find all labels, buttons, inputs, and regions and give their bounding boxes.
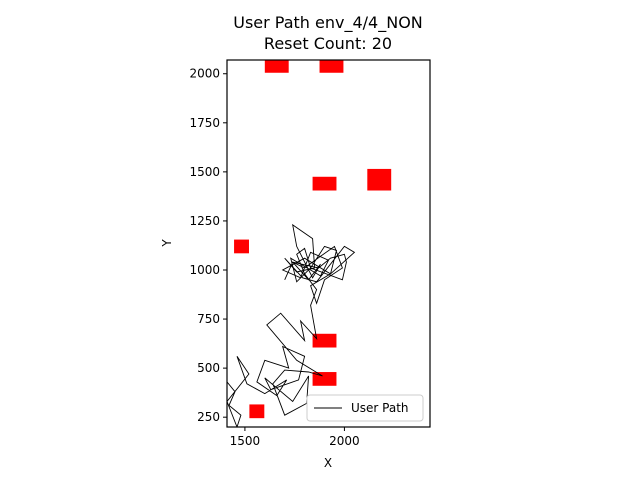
y-tick-label: 1500 xyxy=(189,165,220,179)
y-axis: 250 500 750 1000 1250 1500 1750 2000 xyxy=(189,67,227,424)
obstacle-6 xyxy=(312,333,337,348)
y-axis-label: Y xyxy=(160,239,174,248)
chart-title-line1: User Path env_4/4_NON xyxy=(233,13,423,33)
y-tick-label: 2000 xyxy=(189,67,220,81)
obstacle-7 xyxy=(312,372,337,386)
y-tick-label: 250 xyxy=(197,410,220,424)
plot-frame xyxy=(226,59,431,428)
obstacle-5 xyxy=(234,239,249,254)
chart-title-line2: Reset Count: 20 xyxy=(264,34,392,53)
obstacle-8 xyxy=(249,404,265,419)
y-tick-label: 1000 xyxy=(189,263,220,277)
legend-box xyxy=(306,394,424,422)
obstacle-1 xyxy=(264,60,289,73)
y-tick-label: 500 xyxy=(197,361,220,375)
y-tick-label: 750 xyxy=(197,312,220,326)
y-tick-label: 1250 xyxy=(189,214,220,228)
user-path-line xyxy=(227,223,356,427)
obstacle-2 xyxy=(319,60,344,73)
obstacle-group xyxy=(234,60,392,419)
y-tick-label: 1750 xyxy=(189,116,220,130)
legend: User Path xyxy=(306,394,424,422)
x-tick-label: 1500 xyxy=(230,434,261,448)
obstacle-4 xyxy=(312,176,337,191)
obstacle-3 xyxy=(367,168,392,191)
x-axis: 1500 2000 xyxy=(230,427,360,448)
x-tick-label: 2000 xyxy=(329,434,360,448)
x-axis-label: X xyxy=(324,456,332,470)
legend-label: User Path xyxy=(351,401,409,415)
